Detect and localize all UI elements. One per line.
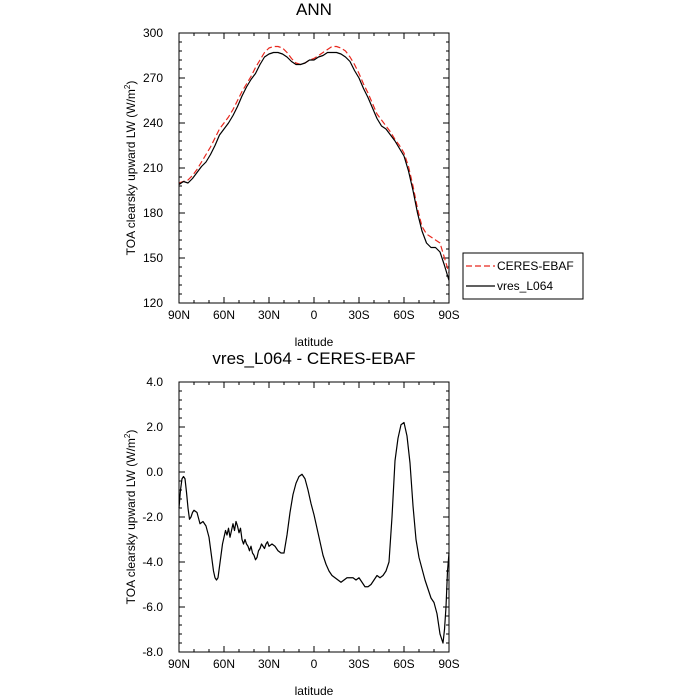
x-tick-label: 90S	[438, 657, 459, 671]
y-axis-label: TOA clearsky upward LW (W/m2)	[123, 430, 138, 605]
y-tick-label: 120	[143, 296, 163, 310]
x-tick-label: 90N	[168, 657, 190, 671]
x-tick-label: 60N	[213, 657, 235, 671]
chart-panel-difference: vres_L064 - CERES-EBAF -8.0 -6.0 -4.0 -2.0 0…	[123, 349, 460, 698]
x-tick-label: 30N	[258, 308, 280, 322]
plot-frame	[178, 32, 450, 304]
chart-title: vres_L064 - CERES-EBAF	[212, 349, 415, 368]
x-tick-label: 30S	[348, 308, 369, 322]
series-line-ceres-ebaf	[178, 45, 450, 274]
legend: CERES-EBAF vres_L064	[462, 252, 584, 300]
y-tick-label: -8.0	[142, 645, 163, 659]
y-tick-label: 240	[143, 116, 163, 130]
x-tick-label: 60S	[393, 308, 414, 322]
y-tick-label: 180	[143, 206, 163, 220]
chart-panel-annual: ANN 120 150 180 210 240 270 300 90N 60N 30N 0 30S 6…	[123, 0, 584, 349]
y-tick-label: 2.0	[146, 420, 163, 434]
x-tick-label: 30N	[258, 657, 280, 671]
y-tick-label: -6.0	[142, 600, 163, 614]
y-tick-label: 0.0	[146, 465, 163, 479]
y-tick-label: 4.0	[146, 375, 163, 389]
x-tick-labels: 90N 60N 30N 0 30S 60S 90S	[168, 308, 460, 322]
legend-label-vres-l064: vres_L064	[497, 279, 553, 293]
x-tick-label: 90S	[438, 308, 459, 322]
y-tick-labels: 120 150 180 210 240 270 300	[143, 26, 163, 310]
y-axis-label-sup: 2	[123, 84, 132, 89]
y-axis-label-sup: 2	[123, 433, 132, 438]
y-tick-label: -4.0	[142, 555, 163, 569]
plot-frame	[178, 381, 450, 653]
x-axis-label: latitude	[295, 335, 334, 349]
y-axis-label-text: TOA clearsky upward LW (W/m	[124, 438, 138, 604]
x-tick-label: 90N	[168, 308, 190, 322]
x-tick-label: 0	[311, 308, 318, 322]
y-tick-label: 150	[143, 251, 163, 265]
y-axis-label-text: TOA clearsky upward LW (W/m	[124, 89, 138, 255]
y-tick-label: 270	[143, 71, 163, 85]
legend-label-ceres-ebaf: CERES-EBAF	[497, 259, 574, 273]
y-tick-label: 300	[143, 26, 163, 40]
chart-title: ANN	[296, 0, 332, 19]
series-group	[178, 45, 450, 281]
series-line-difference	[178, 421, 450, 644]
legend-box	[462, 252, 584, 300]
y-tick-label: 210	[143, 161, 163, 175]
series-group	[178, 421, 450, 644]
x-tick-labels: 90N 60N 30N 0 30S 60S 90S	[168, 657, 460, 671]
x-tick-label: 60S	[393, 657, 414, 671]
y-tick-labels: -8.0 -6.0 -4.0 -2.0 0.0 2.0 4.0	[142, 375, 163, 659]
x-tick-label: 60N	[213, 308, 235, 322]
x-tick-label: 30S	[348, 657, 369, 671]
y-tick-label: -2.0	[142, 510, 163, 524]
x-tick-label: 0	[311, 657, 318, 671]
y-axis-label: TOA clearsky upward LW (W/m2)	[123, 81, 138, 256]
y-axis-label-close: )	[124, 81, 138, 85]
x-axis-label: latitude	[295, 684, 334, 698]
y-axis-label-close: )	[124, 430, 138, 434]
series-line-vres-l064	[178, 51, 450, 281]
